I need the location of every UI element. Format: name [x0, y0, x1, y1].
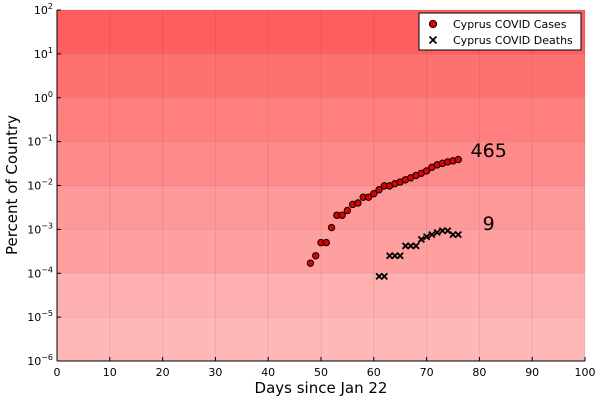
death-point-stroke — [417, 235, 425, 244]
death-point — [407, 242, 415, 250]
x-tick-label: 50 — [314, 366, 328, 379]
case-point — [322, 238, 330, 247]
death-point-stroke — [407, 242, 415, 250]
death-point-stroke — [391, 252, 399, 260]
death-point — [428, 230, 436, 239]
y-tick-label: 102 — [34, 2, 53, 17]
case-point — [354, 199, 362, 207]
x-tick-label: 20 — [156, 366, 170, 379]
death-point — [449, 230, 457, 239]
case-point — [375, 186, 383, 194]
death-point-stroke — [422, 233, 431, 241]
case-point — [327, 223, 336, 232]
death-point-stroke — [396, 252, 404, 260]
y-tick-label: 10−5 — [27, 309, 53, 324]
death-point-stroke — [375, 272, 383, 280]
case-point — [370, 190, 378, 198]
background-band — [57, 53, 585, 98]
case-point — [422, 167, 431, 175]
legend-marker-deaths — [428, 35, 438, 45]
annotation-label: 465 — [471, 140, 507, 162]
background-band — [57, 97, 585, 142]
y-axis-label: Percent of Country — [3, 115, 21, 255]
x-tick-label: 10 — [103, 366, 117, 379]
y-tick-label: 10−4 — [27, 265, 53, 280]
death-point — [380, 272, 388, 280]
death-point — [417, 235, 425, 244]
death-point — [454, 230, 462, 239]
y-tick-label: 10−6 — [27, 353, 53, 368]
case-point — [312, 252, 320, 260]
x-axis-label: Days since Jan 22 — [255, 379, 388, 397]
x-tick-label: 40 — [261, 366, 275, 379]
death-point-stroke — [401, 242, 410, 250]
case-point — [364, 193, 373, 201]
legend-marker-stroke — [428, 35, 438, 45]
death-point-stroke — [412, 242, 420, 250]
death-point-stroke — [380, 272, 388, 280]
legend-label: Cyprus COVID Cases — [453, 18, 567, 31]
death-point — [391, 252, 399, 260]
death-point — [375, 272, 383, 280]
y-tick-labels: 10−6 10−5 10−4 10−3 10−2 10−1 100 101 102 — [27, 2, 53, 368]
x-tick-label: 60 — [367, 366, 381, 379]
death-point-stroke — [386, 252, 394, 260]
y-tick-label: 101 — [34, 46, 53, 61]
death-point-stroke — [444, 227, 452, 235]
background-band — [57, 229, 585, 274]
data-marks — [306, 155, 462, 280]
death-point — [412, 242, 420, 250]
case-point — [343, 206, 352, 215]
x-tick-label: 70 — [420, 366, 434, 379]
x-tick-label: 100 — [575, 366, 596, 379]
death-point — [438, 227, 447, 235]
death-point — [444, 227, 452, 235]
background-band — [57, 141, 585, 186]
legend: Cyprus COVID Cases Cyprus COVID Deaths — [418, 12, 582, 51]
annotation-label: 9 — [483, 213, 495, 235]
death-point — [386, 252, 394, 260]
y-tick-label: 10−2 — [27, 178, 53, 193]
x-tick-label: 90 — [525, 366, 539, 379]
case-point — [454, 155, 462, 164]
death-point — [433, 228, 441, 237]
y-tick-label: 100 — [34, 90, 53, 105]
case-point — [338, 211, 346, 219]
background-band — [57, 317, 585, 361]
death-point-stroke — [438, 227, 447, 235]
background-bands — [57, 10, 585, 361]
x-tick-label: 0 — [54, 366, 61, 379]
y-tick-label: 10−1 — [27, 134, 53, 149]
death-point-stroke — [449, 230, 457, 239]
case-point — [306, 259, 315, 267]
death-point-stroke — [454, 230, 462, 239]
x-tick-label: 30 — [208, 366, 222, 379]
axes — [56, 9, 586, 362]
death-point — [401, 242, 410, 250]
death-point-stroke — [433, 228, 441, 237]
x-tick-labels: 0 10 20 30 40 50 60 70 80 90 100 — [54, 366, 596, 379]
death-point — [396, 252, 404, 260]
legend-label: Cyprus COVID Deaths — [453, 34, 573, 47]
background-band — [57, 185, 585, 230]
annotations: 465 9 — [471, 140, 507, 235]
y-tick-label: 10−3 — [27, 221, 53, 236]
death-point-stroke — [428, 230, 436, 239]
background-band — [57, 273, 585, 318]
legend-box — [418, 12, 582, 51]
legend-marker-cases — [428, 19, 438, 29]
x-tick-label: 80 — [472, 366, 486, 379]
death-point — [422, 233, 431, 241]
